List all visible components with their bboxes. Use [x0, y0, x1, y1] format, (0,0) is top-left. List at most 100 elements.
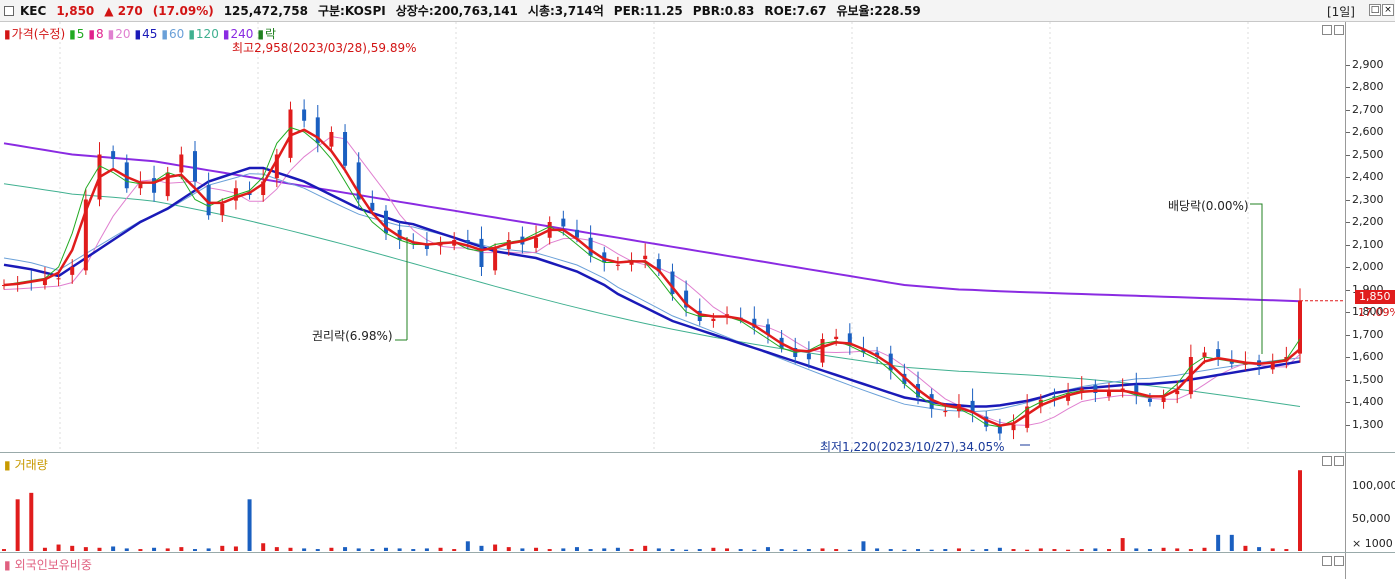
price-tick-mark — [1346, 244, 1350, 246]
price-tick-mark — [1346, 64, 1350, 66]
volume-bar — [424, 548, 429, 551]
volume-bar — [1107, 549, 1112, 551]
price-tick-label: 2,900 — [1352, 57, 1384, 71]
candle-body — [697, 310, 702, 321]
volume-bar — [738, 549, 743, 551]
foreign-maximize-icon[interactable] — [1334, 556, 1344, 566]
panel-divider-2[interactable] — [0, 552, 1395, 553]
candle-body — [329, 132, 334, 147]
candle-body — [424, 244, 429, 249]
market-cap: 시총:3,714억 — [527, 4, 604, 18]
price-tick-mark — [1346, 132, 1350, 133]
volume-bar — [274, 547, 279, 551]
legend-label-8[interactable]: 락 — [264, 27, 276, 41]
panel-divider[interactable] — [0, 452, 1395, 453]
candle-body — [138, 181, 143, 189]
volume-bar — [192, 549, 197, 551]
foreign-title: 외국인보유비중 — [14, 558, 92, 572]
stock-name: KEC — [20, 3, 47, 18]
volume-bar — [779, 549, 784, 551]
volume-bar — [465, 541, 470, 551]
candle-body — [302, 109, 307, 121]
legend-label-6[interactable]: 120 — [195, 27, 219, 41]
ma8-line — [3, 128, 1301, 427]
legend-label-3[interactable]: 20 — [115, 27, 131, 41]
price-tick-mark — [1346, 177, 1350, 178]
close-icon[interactable]: × — [1382, 4, 1394, 16]
volume-bar — [929, 549, 934, 551]
candle-body — [206, 184, 211, 216]
legend-label-1[interactable]: 5 — [76, 27, 85, 41]
price-tick-mark — [1346, 379, 1350, 381]
legend-label-0[interactable]: 가격(수정) — [11, 27, 66, 41]
candle-body — [1038, 399, 1043, 407]
volume-maximize-icon[interactable] — [1334, 456, 1344, 466]
volume-bar — [1161, 547, 1166, 551]
price-tick-mark — [1346, 424, 1350, 426]
period-selector[interactable]: [1일] — [1326, 5, 1355, 19]
foreign-legend: ▮ 외국인보유비중 — [4, 558, 92, 572]
listed-shares: 상장수:200,763,141 — [395, 4, 518, 18]
volume-bar — [875, 548, 880, 551]
volume-bar — [247, 499, 252, 551]
candle-body — [165, 172, 170, 197]
legend-label-4[interactable]: 45 — [142, 27, 158, 41]
foreign-minimize-icon[interactable] — [1322, 556, 1332, 566]
volume-bar — [2, 549, 6, 551]
candle-body — [56, 278, 61, 280]
price-axis: 1,300 1,400 1,500 1,600 1,700 1,800 1,900 2,000… — [1345, 22, 1395, 452]
volume-minimize-icon[interactable] — [1322, 456, 1332, 466]
select-checkbox[interactable] — [4, 5, 14, 16]
candle-body — [1025, 406, 1030, 428]
candle-body — [602, 252, 607, 263]
candle-body — [1202, 352, 1207, 357]
volume-panel[interactable]: ▮ 거래량 — [0, 453, 1345, 552]
volume-bar — [438, 547, 443, 551]
candle-body — [1093, 385, 1098, 393]
volume-bar — [479, 545, 484, 551]
legend-label-7[interactable]: 240 — [230, 27, 254, 41]
volume-bar — [397, 548, 402, 551]
volume-bar — [288, 547, 293, 551]
price-tick-label: 1,300 — [1352, 417, 1384, 431]
volume-chart[interactable] — [0, 453, 1345, 552]
candle-body — [820, 339, 825, 363]
legend-marker-6: ▮ — [188, 27, 195, 41]
price-chart[interactable] — [0, 22, 1345, 452]
volume-bar — [1052, 549, 1057, 551]
volume-bar — [834, 549, 839, 551]
volume-bar — [997, 547, 1002, 551]
ma60-line — [3, 173, 1301, 413]
volume-bar — [206, 548, 211, 551]
candle-body — [847, 333, 852, 346]
volume-bar — [1270, 548, 1275, 551]
volume-axis: × 1000 50,000 100,000 — [1345, 453, 1395, 552]
volume-bar — [15, 499, 20, 551]
candle-body — [943, 411, 948, 413]
high-annotation: 최고2,958(2023/03/28),59.89% — [232, 41, 417, 55]
price-panel[interactable]: ▮가격(수정) ▮5 ▮8 ▮20 ▮45 ▮60 ▮120 ▮240 ▮락 최고2,958(2… — [0, 22, 1345, 452]
restore-icon[interactable]: □ — [1369, 4, 1381, 16]
legend-label-2[interactable]: 8 — [96, 27, 104, 41]
candle-body — [725, 314, 730, 316]
candle-body — [1161, 397, 1166, 402]
volume-bar — [574, 547, 579, 551]
volume-bar — [220, 545, 225, 551]
price-tick-mark — [1346, 154, 1350, 156]
volume-bar — [725, 548, 730, 551]
volume-bar — [888, 549, 893, 551]
volume-bar — [1257, 547, 1262, 551]
price-tick-label: 2,600 — [1352, 125, 1384, 138]
price-tick-label: 2,700 — [1352, 102, 1384, 116]
candle-body — [83, 199, 88, 271]
panel-minimize-icon[interactable] — [1322, 25, 1332, 35]
volume-bar — [1134, 548, 1139, 551]
foreign-panel[interactable]: ▮ 외국인보유비중 — [0, 553, 1345, 579]
dividend-annotation: 배당락(0.00%) — [1168, 199, 1249, 213]
price-tick-label: 2,400 — [1352, 170, 1384, 183]
panel-maximize-icon[interactable] — [1334, 25, 1344, 35]
volume-bar — [165, 548, 170, 551]
legend-label-5[interactable]: 60 — [169, 27, 185, 41]
candle-body — [711, 318, 716, 321]
price-tick-mark — [1346, 109, 1350, 111]
